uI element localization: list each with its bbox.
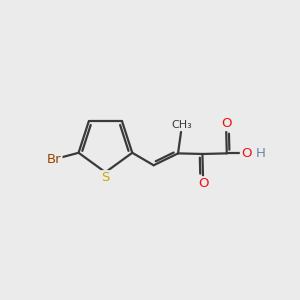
Text: O: O [241,147,251,160]
Text: CH₃: CH₃ [171,119,192,130]
Text: S: S [101,171,110,184]
Text: H: H [256,147,266,160]
Text: Br: Br [47,153,61,166]
Text: O: O [221,117,231,130]
Text: O: O [198,177,208,190]
